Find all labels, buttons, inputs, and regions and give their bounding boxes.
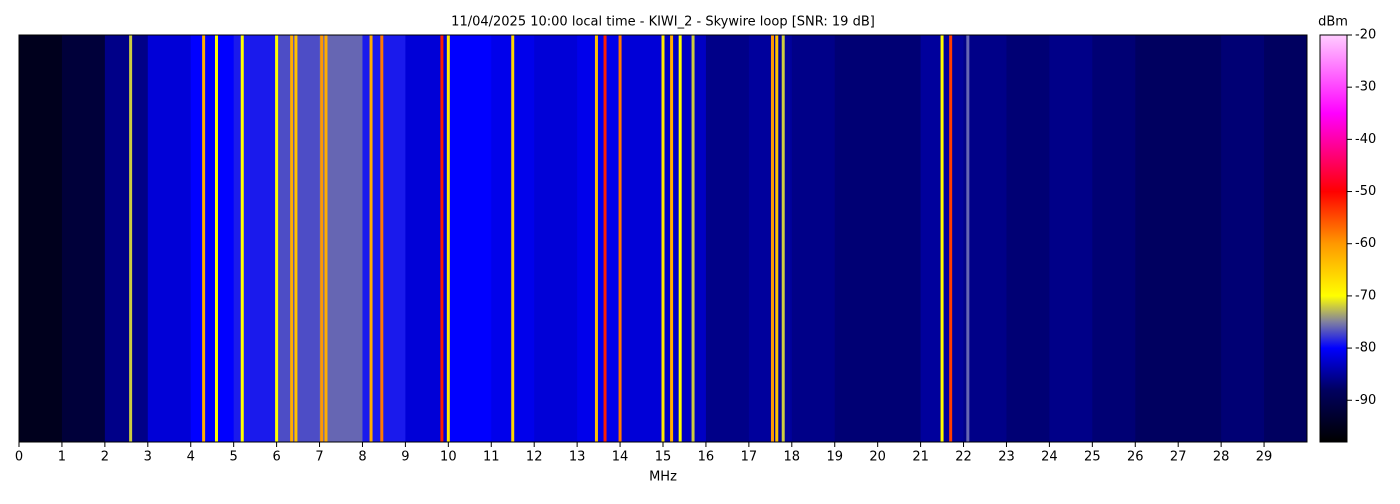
x-tick-label: 14 (612, 450, 629, 465)
colorbar-tick-label: -80 (1355, 341, 1376, 356)
heat-column (1049, 35, 1093, 442)
x-tick-label: 13 (569, 450, 586, 465)
heat-column (276, 35, 321, 442)
x-tick-label: 5 (230, 450, 238, 465)
colorbar-label: dBm (1318, 15, 1348, 30)
colorbar-tick-label: -20 (1355, 28, 1376, 43)
heat-column (877, 35, 922, 442)
x-tick-label: 19 (826, 450, 843, 465)
x-axis-label: MHz (649, 470, 677, 485)
heat-column (448, 35, 492, 442)
signal-line (202, 35, 206, 442)
signal-line (511, 35, 515, 442)
signal-line (966, 35, 970, 442)
x-tick-label: 18 (784, 450, 801, 465)
signal-line (369, 35, 373, 442)
signal-line (670, 35, 674, 442)
heat-column (577, 35, 621, 442)
signal-line (294, 35, 298, 442)
heat-column (19, 35, 63, 442)
signal-line (691, 35, 695, 442)
colorbar-tick-label: -30 (1355, 80, 1376, 95)
signal-line (781, 35, 785, 442)
signal-line (661, 35, 665, 442)
signal-line (618, 35, 622, 442)
x-tick-label: 12 (526, 450, 543, 465)
colorbar-tick-label: -40 (1355, 132, 1376, 147)
signal-line (594, 35, 598, 442)
heat-column (620, 35, 664, 442)
heat-column (834, 35, 879, 442)
heat-column (147, 35, 192, 442)
signal-line (446, 35, 450, 442)
x-tick-label: 6 (272, 450, 280, 465)
x-tick-label: 25 (1084, 450, 1101, 465)
heat-column (1006, 35, 1050, 442)
signal-line (440, 35, 444, 442)
x-tick-label: 3 (144, 450, 152, 465)
heat-column (233, 35, 278, 442)
x-tick-label: 1 (58, 450, 66, 465)
heat-column (1264, 35, 1308, 442)
heat-column (362, 35, 406, 442)
colorbar-tick-label: -50 (1355, 184, 1376, 199)
x-tick-label: 22 (955, 450, 972, 465)
signal-line (603, 35, 607, 442)
x-tick-label: 24 (1041, 450, 1058, 465)
heat-column (963, 35, 1007, 442)
signal-line (380, 35, 384, 442)
heat-column (1221, 35, 1265, 442)
heat-column (190, 35, 235, 442)
signal-line (775, 35, 779, 442)
x-tick-label: 23 (998, 450, 1015, 465)
heat-column (663, 35, 707, 442)
x-tick-label: 0 (15, 450, 23, 465)
x-tick-label: 28 (1213, 450, 1230, 465)
signal-line (770, 35, 774, 442)
x-tick-label: 15 (655, 450, 672, 465)
signal-line (949, 35, 953, 442)
signal-line (324, 35, 328, 442)
colorbar-tick-label: -60 (1355, 236, 1376, 251)
heat-column (61, 35, 106, 442)
x-tick-label: 7 (315, 450, 323, 465)
colorbar (1319, 34, 1348, 443)
x-tick-label: 10 (440, 450, 457, 465)
heat-column (791, 35, 836, 442)
signal-line (240, 35, 244, 442)
x-tick-label: 9 (401, 450, 409, 465)
signal-line (940, 35, 944, 442)
x-tick-label: 26 (1127, 450, 1144, 465)
x-tick-label: 2 (101, 450, 109, 465)
x-tick-label: 20 (869, 450, 886, 465)
x-tick-label: 11 (483, 450, 500, 465)
x-tick-label: 27 (1170, 450, 1187, 465)
colorbar-tick-label: -70 (1355, 288, 1376, 303)
x-tick-label: 8 (358, 450, 366, 465)
x-tick-label: 29 (1256, 450, 1273, 465)
heat-column (534, 35, 578, 442)
heat-column (1178, 35, 1222, 442)
colorbar-tick-label: -90 (1355, 393, 1376, 408)
signal-line (320, 35, 324, 442)
heat-column (748, 35, 793, 442)
x-tick-label: 16 (698, 450, 715, 465)
heat-column (104, 35, 149, 442)
signal-line (290, 35, 294, 442)
chart-title: 11/04/2025 10:00 local time - KIWI_2 - S… (451, 15, 875, 30)
heat-column (1092, 35, 1136, 442)
heat-column (705, 35, 750, 442)
signal-line (129, 35, 133, 442)
signal-line (678, 35, 682, 442)
x-tick-label: 21 (912, 450, 929, 465)
heat-column (1135, 35, 1179, 442)
x-tick-label: 4 (187, 450, 195, 465)
signal-line (214, 35, 218, 442)
signal-line (275, 35, 279, 442)
x-tick-label: 17 (741, 450, 758, 465)
